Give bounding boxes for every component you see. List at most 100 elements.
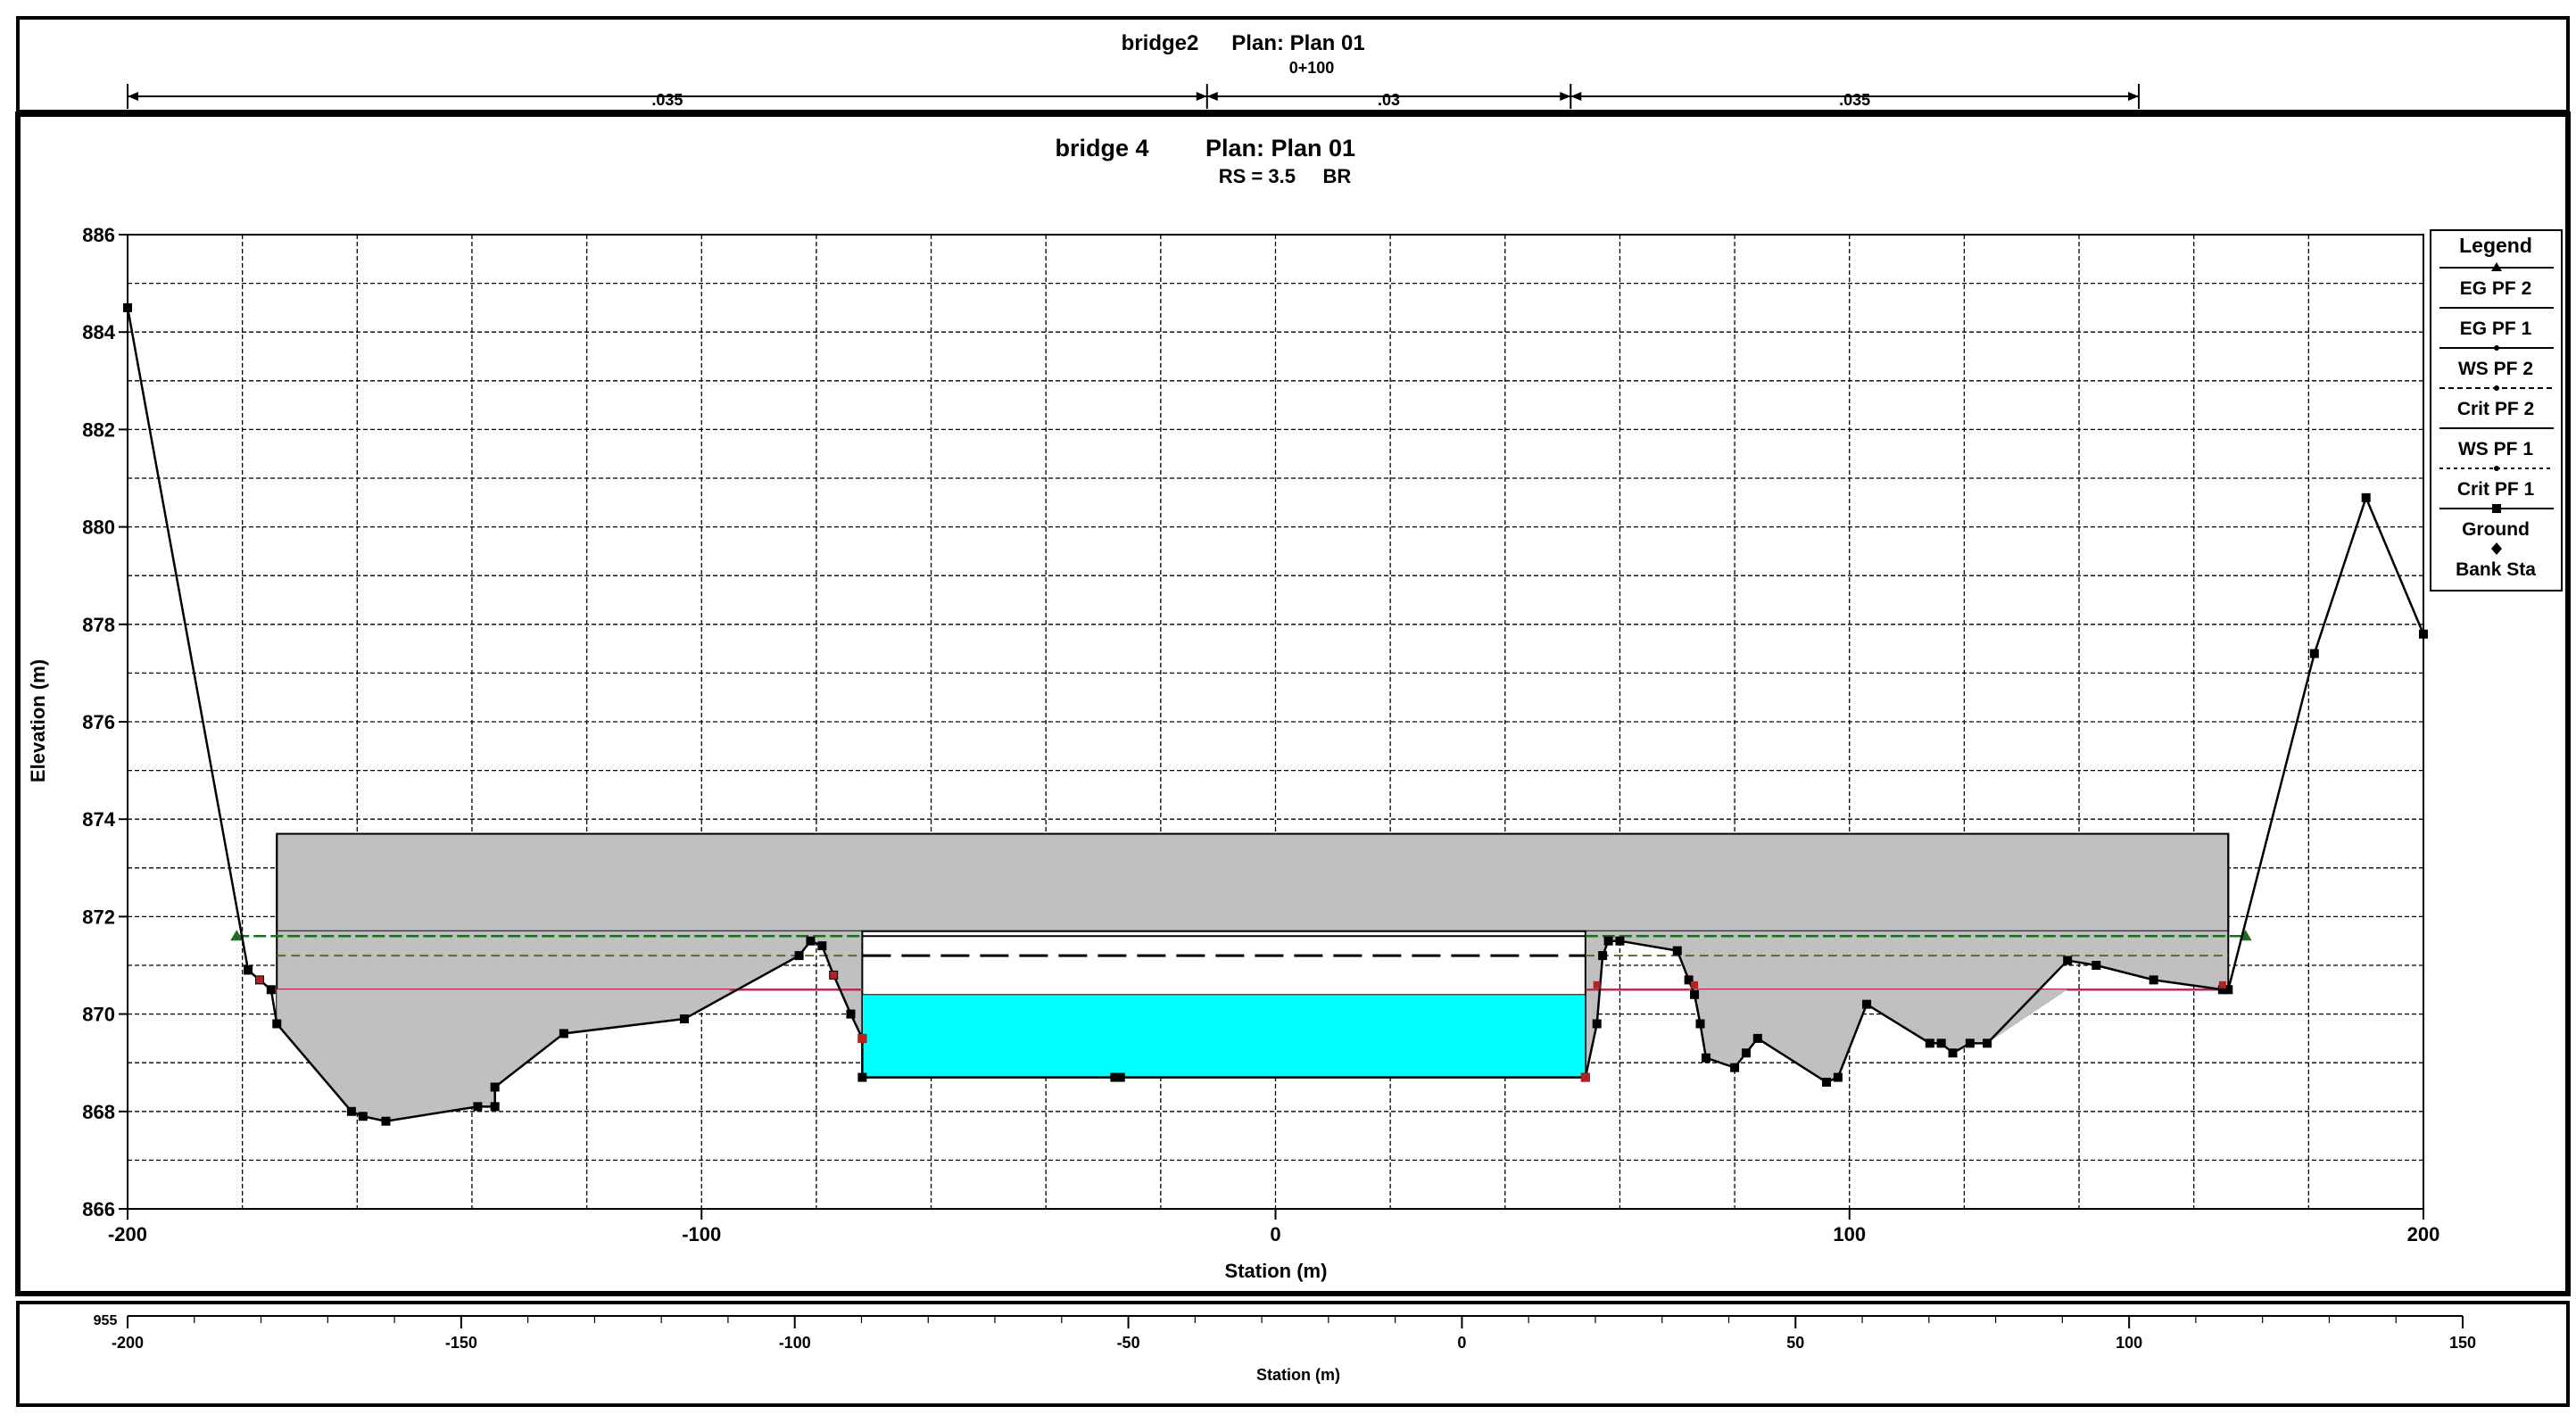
- ground-point: [1983, 1038, 1992, 1048]
- ground-point: [1833, 1072, 1843, 1082]
- ground-point: [272, 1019, 282, 1029]
- ground-point: [2149, 975, 2158, 985]
- bank-station-marker: [857, 1033, 867, 1043]
- crit-point-marker: [830, 971, 838, 979]
- y-tick-label: 868: [82, 1101, 115, 1123]
- y-tick-label: 874: [82, 808, 115, 831]
- legend-swatch-marker: [2494, 466, 2499, 471]
- overbank-pool-fill: [1619, 989, 2068, 1083]
- ground-point: [1592, 1019, 1602, 1029]
- legend-swatch-marker: [2492, 504, 2501, 513]
- ground-profile: [123, 302, 2428, 1126]
- legend-swatch-marker: [2491, 542, 2502, 555]
- ground-point: [123, 302, 132, 312]
- legend-entry-label: Crit PF 1: [2457, 479, 2535, 500]
- top-panel-title: bridge2: [1122, 31, 1199, 55]
- roughness-arrow-right: [1196, 92, 1207, 101]
- y-tick-label: 882: [82, 418, 115, 441]
- x-tick-label: 200: [2407, 1223, 2440, 1245]
- x-tick-label: 100: [1833, 1223, 1866, 1245]
- x-tick-label: 0: [1270, 1223, 1280, 1245]
- legend-title: Legend: [2459, 234, 2532, 257]
- ground-point: [266, 985, 276, 995]
- ground-point: [1936, 1038, 1946, 1048]
- ground-point: [1741, 1048, 1751, 1058]
- legend-entry-label: EG PF 2: [2460, 278, 2532, 299]
- ground-point: [1672, 946, 1682, 956]
- ground-point: [381, 1116, 391, 1126]
- ground-point: [2091, 961, 2101, 970]
- bottom-x-axis-label: Station (m): [1256, 1366, 1340, 1384]
- ground-point: [358, 1112, 368, 1121]
- legend-entry-label: Crit PF 2: [2457, 399, 2534, 419]
- roughness-label: .035: [1839, 91, 1870, 109]
- legend-swatch-marker: [2491, 262, 2502, 271]
- ground-point: [346, 1106, 356, 1116]
- ground-point: [1598, 951, 1608, 961]
- legend-entry-label: WS PF 1: [2458, 439, 2533, 459]
- main-panel: bridge 4 Plan: Plan 01 RS = 3.5 BR -200-…: [15, 112, 2571, 1296]
- overbank-pool-fill: [277, 989, 731, 1121]
- ground-point: [1925, 1038, 1934, 1048]
- roughness-arrow-right: [2128, 92, 2139, 101]
- bottom-axis-tick-label: 50: [1786, 1334, 1804, 1352]
- y-tick-label: 880: [82, 517, 115, 539]
- bottom-axis-tick-label: -100: [779, 1334, 811, 1352]
- y-tick-label: 884: [82, 321, 115, 343]
- legend-entry-label: Ground: [2462, 519, 2530, 540]
- roughness-bar: .035 .03 .035: [127, 84, 2140, 109]
- ground-point: [2224, 985, 2233, 995]
- x-axis-label: Station (m): [1225, 1260, 1328, 1282]
- bottom-panel-frame: [16, 1301, 2570, 1407]
- ground-point: [1115, 1072, 1125, 1082]
- ground-point: [559, 1029, 568, 1038]
- ground-point: [1948, 1048, 1958, 1058]
- legend-swatch-marker: [2494, 345, 2499, 351]
- bottom-axis: -200 -150 -100 -50 0 50 100 150: [112, 1315, 2476, 1352]
- legend-entry-label: WS PF 2: [2458, 359, 2533, 379]
- bottom-axis-tick-label: 100: [2116, 1334, 2142, 1352]
- top-panel-subtitle: 0+100: [1289, 59, 1335, 77]
- ground-point: [1822, 1078, 1832, 1088]
- ground-point: [2419, 629, 2428, 639]
- roughness-label: .035: [651, 91, 683, 109]
- crit-point-marker: [1593, 980, 1601, 989]
- chart-plan: Plan: Plan 01: [1205, 135, 1355, 161]
- ground-point: [1965, 1038, 1975, 1048]
- bottom-elevation-label: 955: [94, 1313, 118, 1328]
- y-tick-label: 878: [82, 614, 115, 636]
- ground-point: [244, 965, 253, 975]
- ground-point: [846, 1009, 856, 1019]
- roughness-label: .03: [1378, 91, 1400, 109]
- top-panel-plan: Plan: Plan 01: [1231, 31, 1364, 55]
- ground-point: [857, 1072, 867, 1082]
- y-tick-label: 866: [82, 1198, 115, 1220]
- ground-point: [1690, 989, 1700, 999]
- bottom-axis-tick-label: -150: [445, 1334, 477, 1352]
- ground-point: [1695, 1019, 1705, 1029]
- ws-pf1-water-fill: [861, 994, 1586, 1079]
- x-tick-label: -100: [682, 1223, 721, 1245]
- ground-point: [1752, 1033, 1762, 1043]
- top-panel: bridge2 Plan: Plan 01 0+100 .035 .03 .035: [16, 16, 2570, 113]
- roughness-arrow-right: [1560, 92, 1571, 101]
- roughness-arrow-left: [128, 92, 138, 101]
- ground-point: [817, 941, 827, 951]
- water-surfaces: [230, 930, 2252, 1079]
- crit-point-marker: [2218, 980, 2226, 989]
- ground-point: [1615, 936, 1625, 946]
- eg-pf2-marker: [230, 930, 244, 941]
- ground-point: [806, 936, 816, 946]
- chart-subtitle: RS = 3.5 BR: [1219, 165, 1352, 187]
- ground-point: [2063, 956, 2073, 965]
- legend: Legend EG PF 2 EG PF 1 WS PF 2 Crit PF 2 WS …: [2430, 229, 2563, 592]
- bottom-panel: 955 -200 -150 -100 -50 0 50 100 150 Station (m): [16, 1301, 2570, 1407]
- y-tick-label: 876: [82, 711, 115, 733]
- legend-box: [2430, 229, 2563, 592]
- ground-point: [490, 1102, 500, 1112]
- bank-station-marker: [1580, 1072, 1590, 1082]
- bridge-deck-top: [276, 832, 2230, 932]
- crit-point-marker: [1691, 980, 1699, 989]
